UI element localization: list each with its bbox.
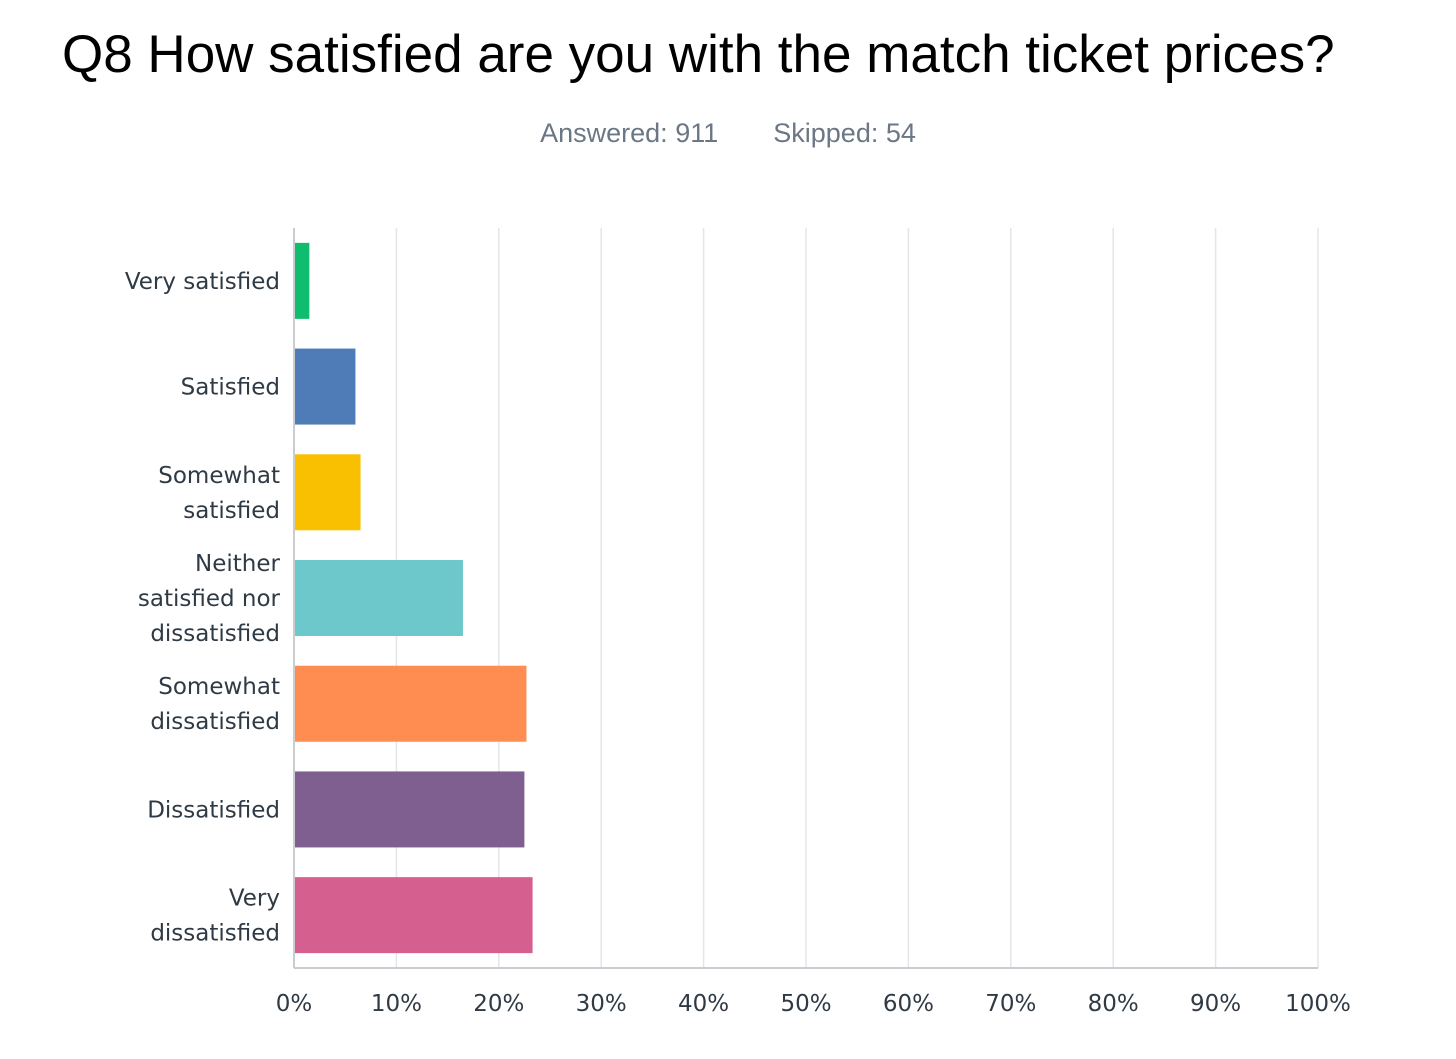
category-labels: Very satisfied Satisfied Somewhat satisfied…: [125, 269, 281, 947]
x-tick-label: 30%: [576, 991, 627, 1017]
category-label: Neither satisfied nor dissatisfied: [138, 551, 281, 647]
answered-label: Answered:: [540, 118, 668, 148]
category-label-line: dissatisfied: [150, 709, 280, 735]
category-label-line: dissatisfied: [150, 921, 280, 947]
category-label: Very dissatisfied: [150, 886, 280, 947]
category-label: Somewhat satisfied: [158, 463, 280, 524]
answered-count: 911: [675, 118, 719, 148]
bar: [294, 665, 527, 742]
bar: [294, 242, 310, 319]
x-tick-label: 50%: [780, 991, 831, 1017]
axes: [293, 228, 1318, 969]
category-label-line: satisfied: [183, 498, 280, 524]
x-tick-label: 70%: [985, 991, 1036, 1017]
x-tick-label: 80%: [1088, 991, 1139, 1017]
response-stats: Answered: 911 Skipped: 54: [0, 118, 1456, 149]
category-label-line: Dissatisfied: [147, 797, 280, 823]
category-label: Dissatisfied: [147, 797, 280, 823]
bars: [294, 242, 533, 954]
category-label-line: satisfied nor: [138, 586, 281, 612]
category-label-line: dissatisfied: [150, 621, 280, 647]
category-label: Satisfied: [181, 375, 280, 401]
category-label-line: Somewhat: [158, 463, 280, 489]
x-tick-label: 60%: [883, 991, 934, 1017]
chart-title: Q8 How satisfied are you with the match …: [62, 25, 1335, 84]
bar: [294, 348, 356, 425]
category-label-line: Very: [229, 886, 280, 912]
category-label: Very satisfied: [125, 269, 280, 295]
x-tick-label: 20%: [473, 991, 524, 1017]
x-tick-labels: 0% 10% 20% 30% 40% 50% 60% 70% 80% 90% 100%: [276, 991, 1351, 1017]
x-tick-label: 90%: [1190, 991, 1241, 1017]
category-label-line: Satisfied: [181, 375, 280, 401]
category-label: Somewhat dissatisfied: [150, 674, 280, 735]
gridlines: [395, 228, 1319, 968]
x-tick-label: 0%: [276, 991, 313, 1017]
x-tick-label: 100%: [1285, 991, 1351, 1017]
skipped-count: 54: [885, 118, 916, 148]
category-label-line: Neither: [195, 551, 280, 577]
bar: [294, 877, 533, 954]
x-tick-label: 10%: [371, 991, 422, 1017]
category-label-line: Very satisfied: [125, 269, 280, 295]
bar: [294, 560, 463, 636]
x-tick-label: 40%: [678, 991, 729, 1017]
category-label-line: Somewhat: [158, 674, 280, 700]
bar: [294, 454, 361, 531]
skipped-label: Skipped:: [773, 118, 879, 148]
bar: [294, 771, 525, 848]
